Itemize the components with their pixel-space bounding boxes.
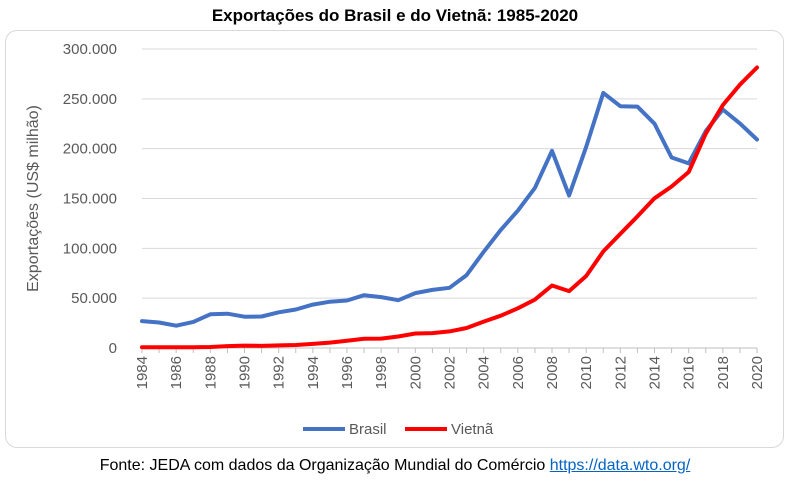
- x-tick-label: 2020: [749, 356, 766, 389]
- y-tick-label: 250.000: [63, 91, 117, 108]
- chart-title: Exportações do Brasil e do Vietnã: 1985-…: [211, 6, 579, 25]
- x-tick-label: 1988: [202, 356, 219, 389]
- line-chart: 0 50.000 100.000 150.000 200.000 250.000 300.0…: [25, 41, 766, 438]
- x-tick-label: 2008: [544, 356, 561, 389]
- series-line-vietnã: [140, 65, 759, 350]
- y-tick-label: 50.000: [71, 290, 117, 307]
- y-tick-label: 150.000: [63, 191, 117, 208]
- chart-frame: [5, 30, 784, 448]
- x-tick-label: 2000: [407, 356, 424, 389]
- x-tick-label: 1992: [271, 356, 288, 389]
- y-axis-title: Exportações (US$ milhão): [25, 105, 42, 292]
- x-tick-label: 1986: [168, 356, 185, 389]
- x-tick-label: 1998: [373, 356, 390, 389]
- x-tick-label: 1984: [134, 356, 151, 389]
- series-line-brasil: [140, 90, 759, 328]
- x-tick-label: 2010: [578, 356, 595, 389]
- legend-label: Brasil: [349, 421, 387, 438]
- source-link[interactable]: https://data.wto.org/: [549, 457, 691, 474]
- y-tick-label: 200.000: [63, 141, 117, 158]
- x-tick-label: 2012: [612, 356, 629, 389]
- y-tick-label: 300.000: [63, 41, 117, 58]
- x-tick-label: 2002: [442, 356, 459, 389]
- x-tick-label: 2006: [510, 356, 527, 389]
- y-tick-label: 0: [109, 340, 117, 357]
- x-tick-label: 2018: [715, 356, 732, 389]
- legend-label: Vietnã: [451, 421, 494, 438]
- x-tick-label: 1990: [237, 356, 254, 389]
- x-tick-label: 1994: [305, 356, 322, 389]
- x-tick-label: 2016: [681, 356, 698, 389]
- y-tick-label: 100.000: [63, 240, 117, 257]
- x-tick-label: 1996: [339, 356, 356, 389]
- x-tick-label: 2014: [647, 356, 664, 389]
- x-tick-label: 2004: [476, 356, 493, 389]
- source-note: Fonte: JEDA com dados da Organização Mun…: [0, 457, 790, 475]
- source-text: Fonte: JEDA com dados da Organização Mun…: [99, 457, 550, 474]
